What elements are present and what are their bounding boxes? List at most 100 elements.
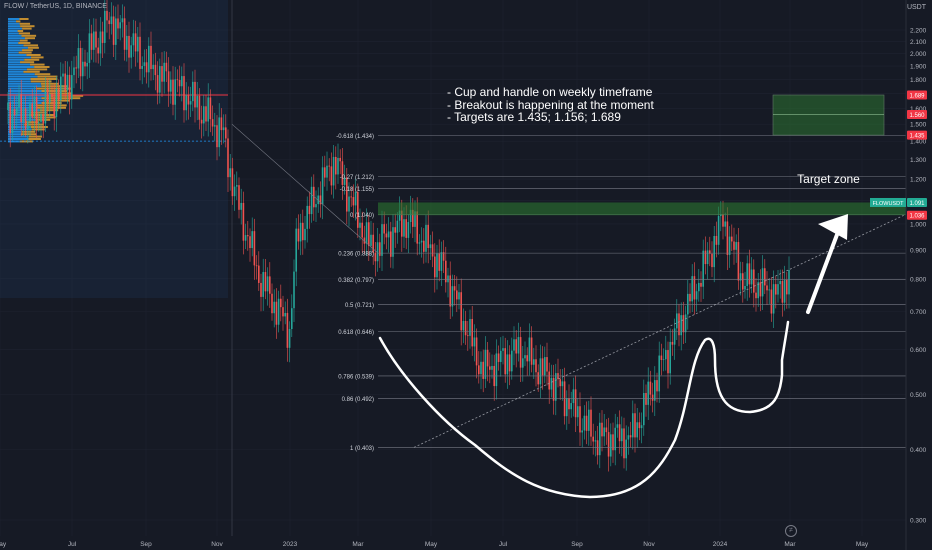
- volume-bar-up: [8, 61, 21, 64]
- candle-body: [117, 18, 119, 29]
- candle-body: [453, 286, 456, 291]
- y-tick-label: 0.600: [910, 347, 927, 354]
- candle-body: [783, 279, 786, 303]
- annotation-note[interactable]: - Cup and handle on weekly timeframe - B…: [447, 86, 654, 124]
- candle-body: [79, 48, 82, 77]
- volume-bar-down: [28, 135, 42, 138]
- candle-body: [541, 358, 544, 376]
- candle-body: [357, 191, 359, 228]
- price-tag-label: 1.560: [909, 113, 925, 119]
- candle-body: [627, 435, 630, 440]
- candle-body: [326, 165, 328, 178]
- volume-bar-up: [8, 46, 28, 49]
- candle-body: [418, 242, 421, 244]
- cup-and-handle-drawing: [378, 320, 790, 499]
- candle-body: [238, 185, 240, 210]
- volume-bar-up: [8, 97, 42, 100]
- volume-bar-down: [33, 116, 56, 119]
- breakout-arrow-shaft: [806, 230, 840, 314]
- candle-body: [579, 406, 581, 433]
- candle-body: [702, 250, 704, 287]
- x-tick-label: May: [856, 541, 869, 548]
- candle-body: [225, 127, 227, 139]
- candle-body: [772, 284, 775, 314]
- candle-body: [497, 353, 500, 362]
- volume-bar-up: [8, 123, 25, 126]
- candle-body: [46, 88, 49, 103]
- candle-body: [381, 224, 383, 256]
- symbol-title[interactable]: FLOW / TetherUS, 1D, BINANCE: [4, 3, 107, 10]
- candle-body: [49, 94, 51, 103]
- candle-body: [546, 357, 548, 372]
- candle-body: [148, 45, 150, 73]
- volume-bar-up: [8, 32, 19, 35]
- candle-body: [216, 125, 218, 148]
- candle-body: [293, 271, 295, 309]
- volume-bar-up: [8, 22, 20, 25]
- candle-body: [548, 371, 550, 390]
- candle-body: [9, 102, 11, 134]
- y-tick-label: 1.500: [910, 122, 927, 129]
- candle-body: [693, 276, 696, 300]
- candle-body: [374, 252, 377, 262]
- candle-body: [379, 242, 381, 256]
- candle-body: [209, 97, 212, 120]
- candle-body: [711, 253, 713, 268]
- x-tick-label: May: [425, 541, 438, 548]
- candle-body: [480, 361, 482, 375]
- candle-body: [172, 79, 174, 105]
- candle-body: [315, 204, 317, 208]
- candle-body: [464, 320, 467, 336]
- candle-body: [425, 224, 427, 252]
- candle-body: [640, 425, 643, 429]
- candle-body: [187, 95, 190, 105]
- candle-body: [438, 253, 440, 271]
- candle-body: [682, 315, 685, 333]
- volume-bar-up: [8, 75, 38, 78]
- candle-body: [62, 73, 64, 77]
- price-tag-label: 1.689: [909, 94, 925, 100]
- volume-bar-down: [24, 123, 44, 126]
- x-tick-label: Jul: [68, 541, 77, 548]
- candle-body: [434, 256, 436, 278]
- volume-bar-down: [21, 34, 37, 37]
- candle-body: [372, 234, 374, 253]
- candle-body: [159, 66, 161, 93]
- candle-body: [671, 341, 674, 345]
- candle-body: [750, 269, 753, 285]
- candle-body: [220, 117, 223, 131]
- fib-level-label: 0.382 (0.797): [338, 278, 374, 284]
- volume-bar-up: [8, 133, 22, 136]
- candle-body: [737, 242, 740, 281]
- candle-body: [676, 313, 678, 329]
- time-axis: May Jul Sep Nov 2023 Mar May Jul Sep Nov 2024 Mar Ma…: [0, 541, 869, 548]
- candle-body: [211, 119, 214, 127]
- annotation-line: - Breakout is happening at the moment: [447, 97, 654, 112]
- volume-bar-down: [48, 92, 72, 95]
- candle-body: [401, 210, 403, 237]
- candle-body: [106, 10, 108, 21]
- candle-body: [728, 236, 731, 255]
- candle-body: [414, 211, 416, 227]
- candle-body: [570, 403, 572, 410]
- candle-body: [539, 358, 542, 385]
- tradingview-logo-icon: ≠: [785, 525, 797, 537]
- candle-body: [445, 260, 447, 283]
- candle-body: [387, 231, 390, 238]
- currency-label[interactable]: USDT: [906, 4, 926, 11]
- volume-bar-up: [8, 37, 25, 40]
- annotation-line: - Cup and handle on weekly timeframe: [447, 85, 653, 99]
- candle-body: [24, 108, 27, 130]
- x-tick-label: Mar: [784, 541, 796, 548]
- candle-body: [150, 45, 152, 70]
- candle-body: [766, 285, 768, 291]
- volume-bar-up: [8, 54, 27, 56]
- candle-body: [561, 381, 564, 387]
- volume-bar-up: [8, 135, 29, 138]
- volume-bar-down: [21, 133, 37, 136]
- candle-body: [280, 298, 282, 308]
- candle-body: [288, 329, 291, 348]
- candle-body: [555, 373, 557, 401]
- candle-body: [513, 339, 515, 351]
